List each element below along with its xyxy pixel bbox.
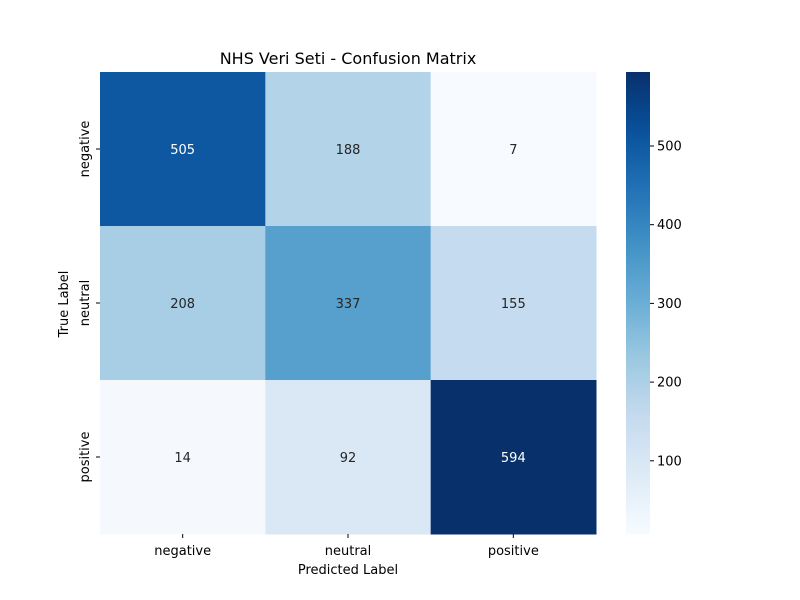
colorbar-tick-label: 500	[657, 139, 682, 154]
heatmap-cell	[265, 226, 432, 381]
cell-value-label: 188	[336, 143, 361, 158]
heatmap-cells: 505 188 7 208 337 155 14 92 594	[100, 72, 597, 535]
cell-value-label: 208	[170, 297, 195, 312]
colorbar-tick-label: 100	[657, 454, 682, 469]
cell-value-label: 155	[501, 297, 526, 312]
heatmap-cell	[100, 226, 266, 381]
heatmap-cell	[430, 380, 597, 535]
heatmap-cell	[100, 72, 266, 227]
heatmap-cell	[430, 226, 597, 381]
cell-value-label: 337	[336, 297, 361, 312]
cell-value-label: 92	[340, 451, 357, 466]
x-tick-label: positive	[488, 544, 539, 559]
x-tick-label: neutral	[325, 544, 372, 559]
cell-value-label: 594	[501, 451, 526, 466]
heatmap-cell	[265, 380, 432, 535]
y-tick-label: positive	[78, 432, 93, 483]
x-axis: negative neutral positive	[154, 534, 539, 559]
cell-value-label: 14	[174, 451, 191, 466]
y-tick-label: negative	[78, 121, 93, 178]
heatmap-cell	[265, 72, 432, 227]
colorbar-gradient	[626, 72, 650, 534]
y-axis: negative neutral positive	[78, 121, 100, 483]
chart-title: NHS Veri Seti - Confusion Matrix	[220, 49, 477, 68]
y-axis-label: True Label	[57, 271, 72, 339]
x-tick-label: negative	[154, 544, 211, 559]
colorbar-tick-label: 400	[657, 218, 682, 233]
heatmap-cell	[100, 380, 266, 535]
colorbar-tick-label: 200	[657, 376, 682, 391]
colorbar-tick-label: 300	[657, 297, 682, 312]
y-tick-label: neutral	[78, 280, 93, 327]
cell-value-label: 7	[509, 143, 517, 158]
cell-value-label: 505	[170, 143, 195, 158]
heatmap-cell	[430, 72, 597, 227]
x-axis-label: Predicted Label	[298, 563, 398, 578]
colorbar: 100 200 300 400 500	[626, 72, 682, 534]
